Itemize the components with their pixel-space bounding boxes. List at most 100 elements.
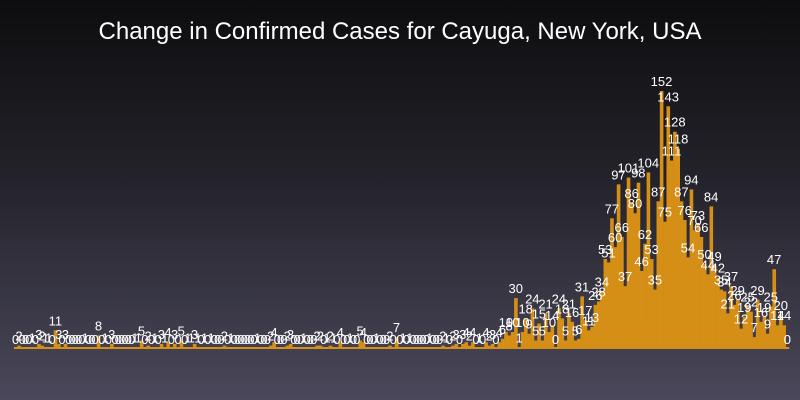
bar	[454, 343, 459, 349]
bar	[259, 347, 263, 349]
data-label: 0	[224, 332, 231, 347]
bar	[477, 347, 482, 349]
data-label: 143	[657, 89, 679, 104]
bar	[262, 347, 267, 349]
bar	[186, 347, 190, 349]
data-label: 44	[701, 257, 715, 272]
bar	[606, 262, 611, 349]
data-label: 0	[413, 332, 420, 347]
data-label: 1	[400, 330, 407, 345]
data-label: 0	[472, 332, 479, 347]
bar	[222, 345, 227, 349]
data-label: 0	[784, 332, 791, 347]
data-label: 101	[618, 161, 640, 176]
data-label: 1	[82, 330, 89, 345]
data-label: 0	[128, 332, 135, 347]
data-label: 0	[32, 332, 39, 347]
bar	[285, 345, 290, 349]
bar	[510, 332, 515, 349]
bar	[156, 347, 161, 349]
bar	[361, 342, 366, 349]
bar	[149, 347, 154, 349]
data-label: 0	[154, 332, 161, 347]
bar	[47, 347, 51, 349]
bar	[331, 347, 336, 349]
bar	[292, 347, 296, 349]
bar	[676, 148, 680, 349]
bar	[169, 347, 174, 349]
data-label: 34	[595, 274, 609, 289]
data-label: 26	[588, 288, 602, 303]
data-label: 3	[35, 327, 42, 342]
data-label: 0	[446, 332, 453, 347]
data-label: 4	[337, 325, 344, 340]
data-label: 2	[449, 329, 456, 344]
data-label: 16	[754, 305, 768, 320]
bar	[689, 189, 694, 349]
bar	[563, 340, 568, 349]
bar	[73, 347, 78, 349]
data-label: 76	[677, 203, 691, 218]
bar	[467, 345, 472, 349]
bar	[239, 347, 243, 349]
data-label: 1	[515, 330, 522, 345]
data-label: 3	[489, 327, 496, 342]
bar	[27, 347, 31, 349]
bar	[613, 247, 618, 349]
data-label: 12	[734, 312, 748, 327]
bar	[133, 347, 137, 349]
data-label: 1	[45, 330, 52, 345]
bar	[66, 347, 71, 349]
data-label: 1	[373, 330, 380, 345]
bar	[272, 342, 276, 349]
data-label: 5	[178, 324, 185, 339]
bar	[719, 289, 724, 349]
bar	[772, 269, 777, 349]
data-label: 34	[717, 274, 731, 289]
bar	[116, 347, 121, 349]
data-label: 0	[307, 332, 314, 347]
bar	[666, 106, 671, 349]
bar	[583, 320, 588, 349]
bar	[179, 340, 184, 349]
data-label: 1	[131, 330, 138, 345]
data-label: 0	[257, 332, 264, 347]
data-label: 0	[380, 332, 387, 347]
data-label: 35	[648, 273, 662, 288]
data-label: 1	[161, 330, 168, 345]
bar	[40, 345, 45, 349]
data-label: 42	[711, 261, 725, 276]
data-label: 19	[737, 300, 751, 315]
data-label: 128	[664, 115, 686, 130]
data-label: 0	[416, 332, 423, 347]
bar	[245, 347, 250, 349]
bar	[474, 347, 478, 349]
bar	[328, 345, 333, 349]
data-label: 0	[277, 332, 284, 347]
data-label: 0	[366, 332, 373, 347]
bar	[507, 335, 512, 349]
bar	[295, 347, 300, 349]
data-label: 21	[538, 296, 552, 311]
data-label: 0	[376, 332, 383, 347]
data-label: 0	[333, 332, 340, 347]
data-label: 0	[125, 332, 132, 347]
data-label: 0	[92, 332, 99, 347]
data-label: 111	[662, 144, 682, 159]
bar	[106, 347, 111, 349]
data-label: 0	[148, 332, 155, 347]
bar	[537, 323, 541, 349]
bar	[706, 274, 710, 349]
data-label: 0	[115, 332, 122, 347]
data-label: 49	[707, 249, 721, 264]
bar	[249, 347, 253, 349]
data-label: 66	[694, 220, 708, 235]
data-label: 104	[637, 155, 659, 170]
bar	[533, 340, 538, 349]
data-label: 0	[198, 332, 205, 347]
data-label: 5	[562, 324, 569, 339]
bar	[736, 299, 740, 349]
bar	[573, 340, 578, 349]
data-label: 1	[406, 330, 413, 345]
